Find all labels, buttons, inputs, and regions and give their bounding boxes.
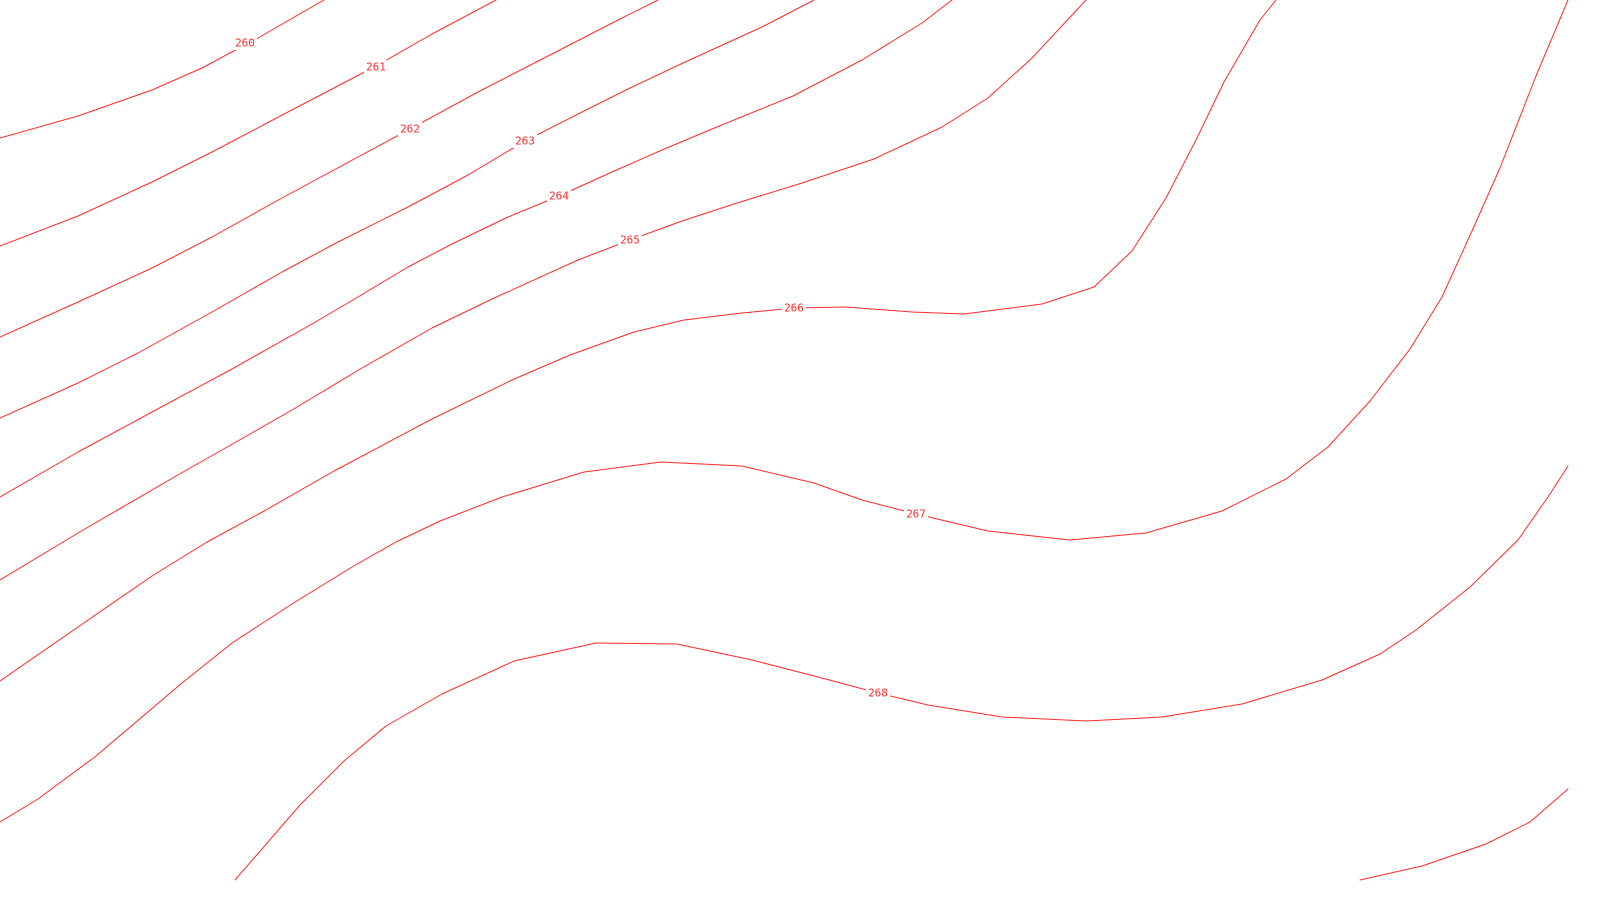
contour-line-260 xyxy=(0,0,325,139)
contour-line-266 xyxy=(0,0,1277,682)
contour-label-267: 267 xyxy=(906,508,926,521)
contour-label-background xyxy=(866,686,890,700)
contour-label-background xyxy=(547,189,571,203)
contour-line-262 xyxy=(0,0,659,338)
contour-label-background xyxy=(398,122,422,136)
contour-label-262: 262 xyxy=(400,123,420,136)
contour-label-background xyxy=(782,301,806,315)
contour-label-264: 264 xyxy=(549,190,569,203)
contour-label-background xyxy=(904,507,928,521)
contour-label-background xyxy=(364,60,388,74)
contour-line-263 xyxy=(0,0,815,419)
contour-line-261 xyxy=(0,0,497,247)
contour-label-263: 263 xyxy=(515,135,535,148)
contour-label-background xyxy=(513,134,537,148)
contour-line-269 xyxy=(1359,788,1569,881)
contour-line-264 xyxy=(0,0,953,498)
contour-layer: 260 261 262 263 264 265 266 267 268 xyxy=(0,0,1569,881)
contour-line-265 xyxy=(0,0,1087,581)
contour-label-background xyxy=(233,36,257,50)
contour-label-background xyxy=(618,233,642,247)
contour-line-268 xyxy=(234,465,1569,881)
contour-line-267 xyxy=(0,0,1569,823)
contour-label-268: 268 xyxy=(868,687,888,700)
contour-label-265: 265 xyxy=(620,234,640,247)
contour-label-266: 266 xyxy=(784,302,804,315)
contour-label-260: 260 xyxy=(235,37,255,50)
contour-label-261: 261 xyxy=(366,61,386,74)
